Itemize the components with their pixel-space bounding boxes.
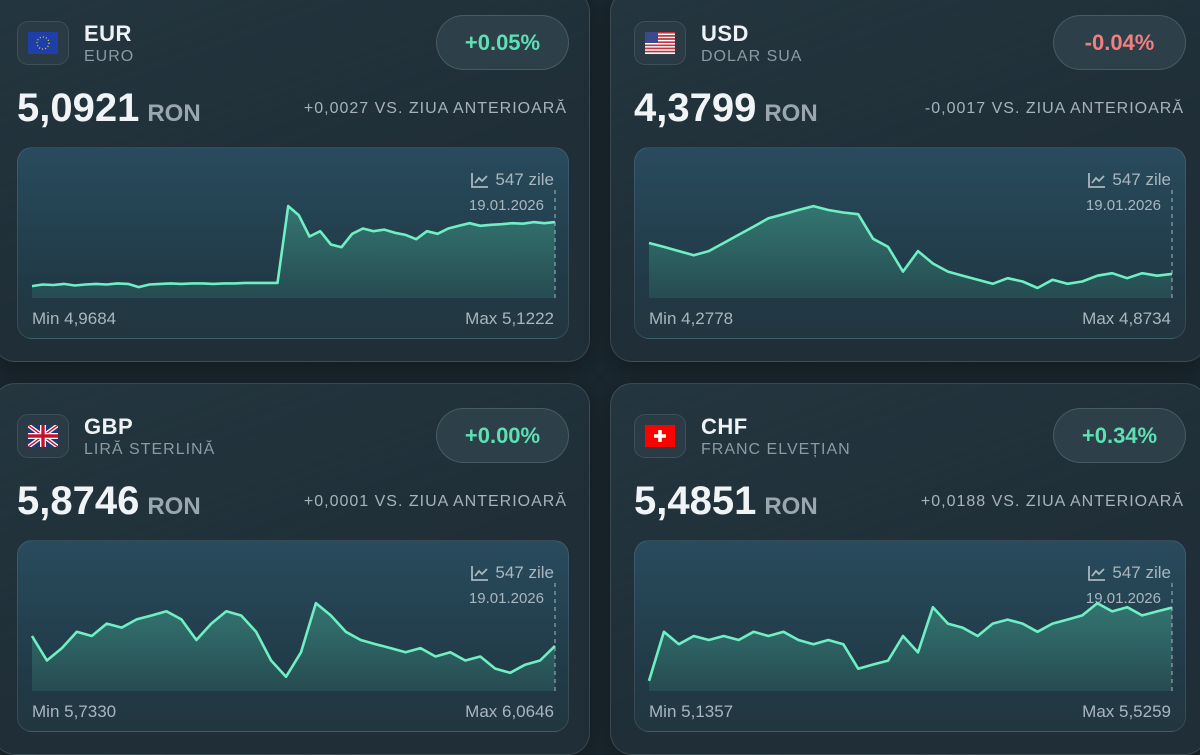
rate-number: 4,3799 xyxy=(634,86,757,130)
rate-value: 5,0921 RON xyxy=(17,86,201,131)
daily-delta: +0,0001 VS. ZIUA ANTERIOARĂ xyxy=(303,493,567,510)
ch-flag-icon xyxy=(634,414,686,458)
max-label: Max 6,0646 xyxy=(465,702,554,721)
currency-code: USD xyxy=(701,21,749,46)
history-chart[interactable]: 547 zile 19.01.2026 Min 5,7330 Max 6,064… xyxy=(17,540,569,732)
change-badge: +0.00% xyxy=(436,408,569,463)
min-label: Min 4,9684 xyxy=(32,309,117,328)
change-badge: -0.04% xyxy=(1053,15,1186,70)
series-line xyxy=(647,601,1173,682)
change-badge: +0.34% xyxy=(1053,408,1186,463)
series-line xyxy=(648,204,1173,290)
currency-unit: RON xyxy=(147,493,201,520)
rate-number: 5,8746 xyxy=(17,479,140,523)
currency-name: Euro xyxy=(84,48,135,65)
currency-card-gbp[interactable]: GBP Liră sterlină +0.00% 5,8746 RON +0,00… xyxy=(0,383,590,755)
currency-card-usd[interactable]: USD Dolar SUA -0.04% 4,3799 RON -0,0017 V… xyxy=(610,0,1200,362)
series-area xyxy=(649,206,1172,298)
series-area xyxy=(32,603,555,691)
series-line xyxy=(30,601,556,679)
eu-flag-icon xyxy=(17,21,69,65)
period-label: 547 zile xyxy=(1088,563,1171,583)
uk-flag-icon xyxy=(17,414,69,458)
currency-card-eur[interactable]: EUR Euro +0.05% 5,0921 RON +0,0027 VS. ZI… xyxy=(0,0,590,362)
currency-unit: RON xyxy=(764,493,818,520)
daily-delta: +0,0027 VS. ZIUA ANTERIOARĂ xyxy=(303,100,567,117)
history-chart[interactable]: 547 zile 19.01.2026 Min 4,2778 Max 4,873… xyxy=(634,147,1186,339)
currency-card-chf[interactable]: CHF Franc elvețian +0.34% 5,4851 RON +0,0… xyxy=(610,383,1200,755)
period-label: 547 zile xyxy=(1088,170,1171,190)
max-label: Max 4,8734 xyxy=(1082,309,1171,328)
currency-code: CHF xyxy=(701,414,748,439)
currency-code: GBP xyxy=(84,414,134,439)
plot-area xyxy=(648,190,1173,298)
currency-code: EUR xyxy=(84,21,132,46)
line-chart-icon xyxy=(1088,173,1106,188)
rate-value: 5,4851 RON xyxy=(634,479,818,524)
us-flag-icon xyxy=(634,21,686,65)
last-date: 19.01.2026 xyxy=(468,197,544,214)
last-date: 19.01.2026 xyxy=(1085,590,1161,607)
daily-delta: +0,0188 VS. ZIUA ANTERIOARĂ xyxy=(920,493,1184,510)
period-days: 547 zile xyxy=(1112,563,1171,582)
last-date: 19.01.2026 xyxy=(468,590,544,607)
rate-number: 5,4851 xyxy=(634,479,757,523)
daily-delta: -0,0017 VS. ZIUA ANTERIOARĂ xyxy=(924,100,1184,117)
line-chart-icon xyxy=(471,173,489,188)
currency-name: Dolar SUA xyxy=(701,48,803,65)
series-area xyxy=(649,603,1172,691)
period-label: 547 zile xyxy=(471,170,554,190)
min-label: Min 5,7330 xyxy=(32,702,117,721)
series-area xyxy=(32,206,555,298)
last-date: 19.01.2026 xyxy=(1085,197,1161,214)
plot-area xyxy=(647,583,1173,691)
plot-area xyxy=(31,190,556,298)
max-label: Max 5,5259 xyxy=(1082,702,1171,721)
min-label: Min 5,1357 xyxy=(649,702,734,721)
change-badge: +0.05% xyxy=(436,15,569,70)
min-label: Min 4,2778 xyxy=(649,309,734,328)
line-chart-icon xyxy=(1088,566,1106,581)
history-chart[interactable]: 547 zile 19.01.2026 Min 5,1357 Max 5,525… xyxy=(634,540,1186,732)
plot-area xyxy=(30,583,556,691)
line-chart-icon xyxy=(471,566,489,581)
currency-name: Liră sterlină xyxy=(84,441,216,458)
series-line xyxy=(31,204,556,289)
period-days: 547 zile xyxy=(495,170,554,189)
history-chart[interactable]: 547 zile 19.01.2026 Min 4,9684 Max 5,122… xyxy=(17,147,569,339)
period-days: 547 zile xyxy=(495,563,554,582)
currency-unit: RON xyxy=(147,100,201,127)
period-label: 547 zile xyxy=(471,563,554,583)
currency-name: Franc elvețian xyxy=(701,441,851,458)
rate-value: 5,8746 RON xyxy=(17,479,201,524)
rate-number: 5,0921 xyxy=(17,86,140,130)
currency-unit: RON xyxy=(764,100,818,127)
period-days: 547 zile xyxy=(1112,170,1171,189)
max-label: Max 5,1222 xyxy=(465,309,554,328)
rate-value: 4,3799 RON xyxy=(634,86,818,131)
